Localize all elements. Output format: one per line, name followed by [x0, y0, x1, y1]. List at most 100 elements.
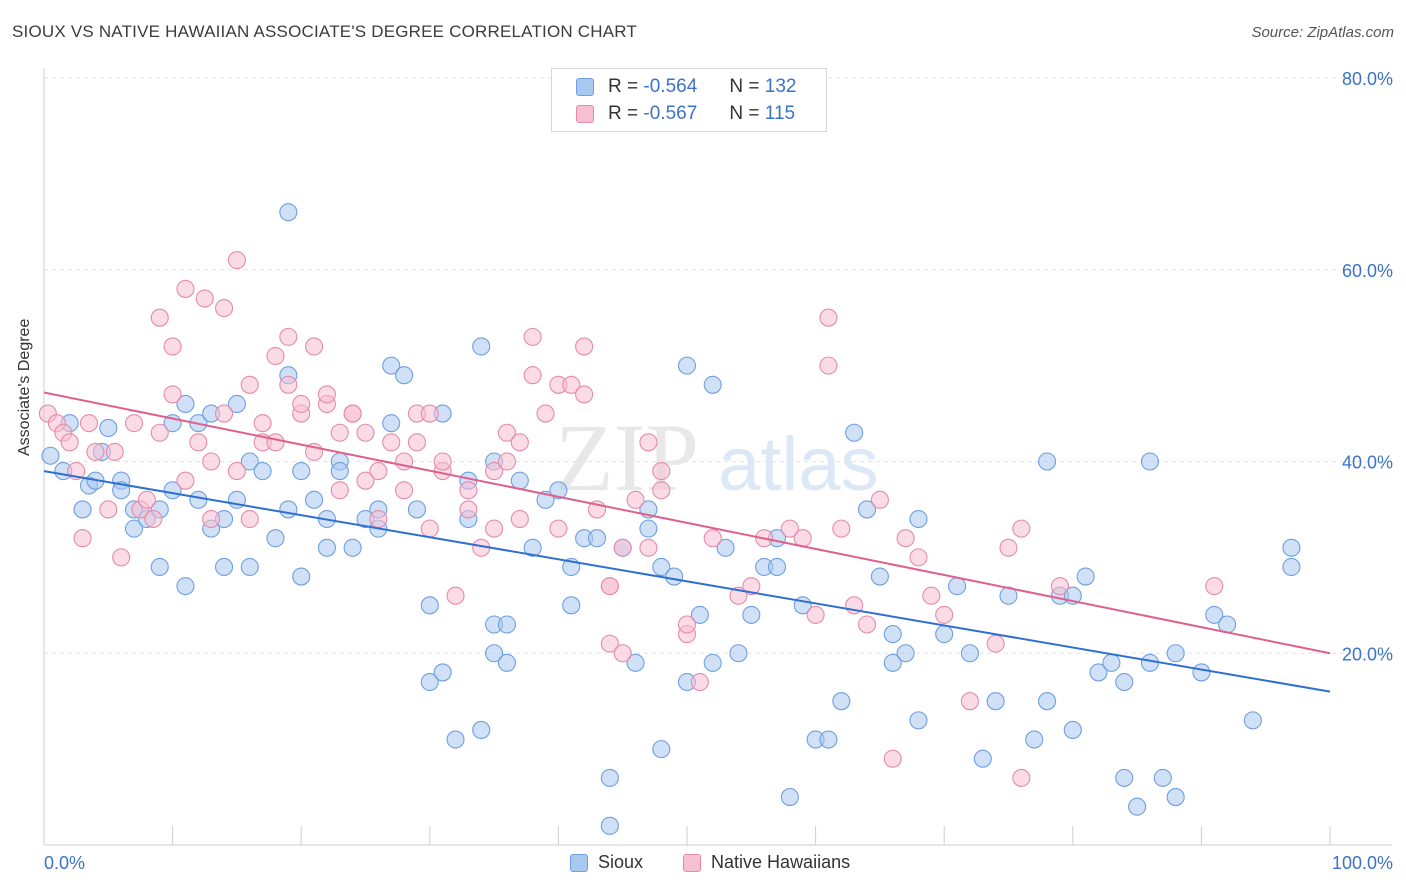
data-point	[150, 557, 169, 577]
data-point	[639, 433, 658, 452]
data-point	[896, 644, 915, 663]
legend-swatch-native-hawaiians	[576, 105, 594, 123]
data-point	[176, 279, 195, 298]
data-point	[73, 500, 92, 519]
data-point	[600, 768, 619, 787]
data-point	[343, 538, 362, 557]
data-point	[472, 337, 491, 356]
data-point	[497, 452, 517, 471]
data-point	[600, 577, 619, 596]
y-tick-label: 40.0%	[1342, 453, 1393, 473]
data-point	[485, 462, 504, 481]
data-point	[382, 356, 401, 375]
x-tick-label: 0.0%	[44, 853, 85, 873]
data-point	[485, 519, 504, 538]
data-point	[369, 462, 388, 481]
legend-swatch-sioux	[570, 853, 588, 872]
y-tick-label: 60.0%	[1342, 261, 1393, 281]
data-point	[639, 519, 658, 538]
data-point	[780, 519, 799, 538]
data-point	[79, 414, 99, 433]
data-point	[86, 442, 105, 461]
data-point	[729, 644, 748, 663]
data-point	[1205, 577, 1224, 596]
data-point	[240, 452, 259, 471]
data-point	[665, 567, 684, 586]
data-point	[639, 538, 658, 557]
data-point	[1012, 519, 1031, 538]
data-point	[446, 730, 465, 749]
data-point	[240, 509, 259, 529]
data-point	[767, 557, 787, 577]
data-point	[163, 337, 182, 356]
data-point	[960, 692, 979, 711]
data-point	[703, 529, 722, 548]
data-point	[1282, 538, 1301, 557]
data-point	[626, 490, 645, 509]
data-point	[330, 423, 349, 442]
data-point	[1140, 452, 1160, 471]
legend-n-label: N =	[729, 76, 760, 97]
legend-r-label: R =	[608, 76, 639, 97]
data-point	[60, 433, 79, 452]
legend-r-value: -0.564	[643, 76, 698, 97]
data-point	[523, 366, 542, 385]
data-point	[523, 538, 542, 557]
data-point	[202, 452, 221, 471]
stats-legend: R = -0.564 N = 132 R = -0.567 N = 115	[551, 68, 827, 132]
data-point	[266, 529, 285, 548]
data-point	[189, 433, 208, 452]
data-point	[497, 615, 517, 634]
data-point	[407, 500, 426, 519]
legend-item-sioux[interactable]: Sioux	[570, 852, 643, 873]
data-point	[279, 375, 298, 394]
data-point	[343, 404, 362, 423]
data-point	[742, 605, 761, 624]
data-point	[549, 481, 568, 500]
data-point	[472, 720, 491, 740]
data-point	[124, 519, 144, 538]
data-point	[780, 788, 799, 807]
data-point	[883, 653, 902, 672]
data-point	[485, 644, 504, 663]
data-point	[652, 557, 671, 577]
data-point	[279, 327, 298, 346]
data-point	[1102, 653, 1121, 672]
data-point	[382, 414, 401, 433]
data-point	[420, 519, 439, 538]
data-point	[703, 653, 722, 672]
data-point	[176, 577, 195, 596]
y-axis-label: Associate's Degree	[16, 318, 33, 456]
data-point	[253, 414, 272, 433]
data-point	[382, 433, 401, 452]
data-point	[819, 356, 838, 375]
data-point	[266, 346, 285, 366]
data-point	[986, 692, 1005, 711]
data-point	[1282, 557, 1301, 577]
data-point	[935, 605, 954, 624]
data-point	[395, 481, 414, 500]
data-point	[575, 337, 594, 356]
legend-item-native-hawaiians[interactable]: Native Hawaiians	[683, 852, 850, 873]
data-point	[1012, 768, 1031, 787]
data-point	[870, 490, 889, 509]
data-point	[845, 423, 864, 442]
data-point	[407, 433, 426, 452]
data-point	[176, 394, 195, 414]
data-point	[240, 557, 259, 577]
legend-n-value: 115	[764, 103, 796, 124]
trend-line-sioux	[43, 470, 1331, 693]
data-point	[420, 596, 439, 615]
data-point	[253, 462, 272, 481]
data-point	[459, 500, 478, 519]
data-point	[1205, 605, 1224, 624]
data-point	[497, 653, 517, 672]
legend-n-value: 132	[764, 76, 797, 97]
data-point	[1050, 577, 1069, 596]
data-point	[356, 423, 375, 442]
data-point	[227, 251, 246, 270]
tick-labels: 20.0% 40.0% 60.0% 80.0% 0.0% 100.0%	[44, 69, 1393, 873]
x-tick-label: 100.0%	[1332, 853, 1393, 873]
y-tick-label: 80.0%	[1342, 69, 1393, 89]
data-point	[1038, 452, 1057, 471]
